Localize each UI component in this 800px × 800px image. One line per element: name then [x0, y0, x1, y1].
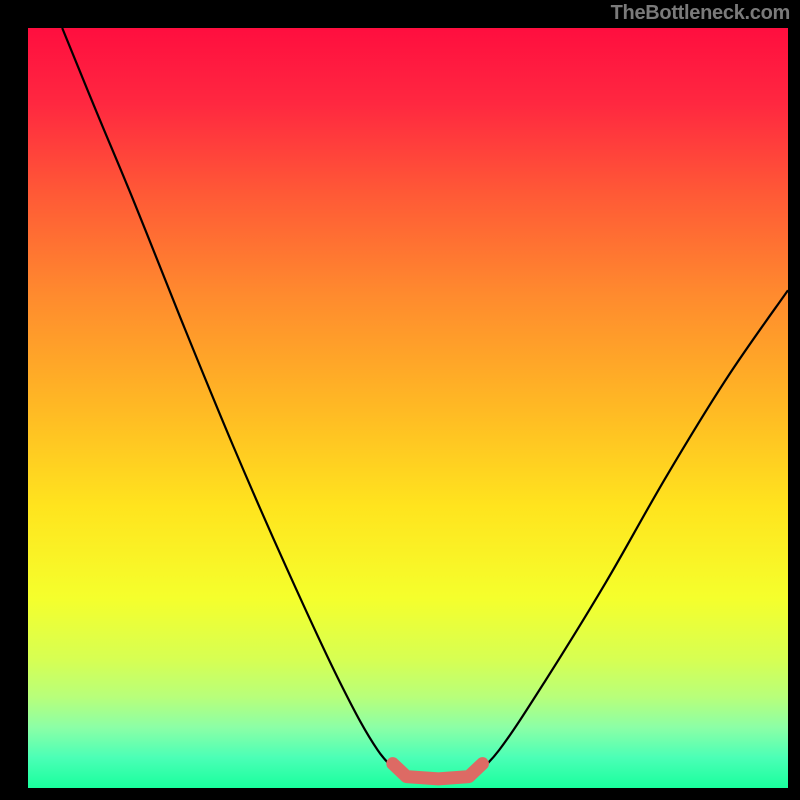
- chart-frame: TheBottleneck.com: [0, 0, 800, 800]
- heatmap-gradient-background: [28, 28, 788, 788]
- watermark-text: TheBottleneck.com: [611, 2, 790, 25]
- plot-area: [28, 28, 788, 788]
